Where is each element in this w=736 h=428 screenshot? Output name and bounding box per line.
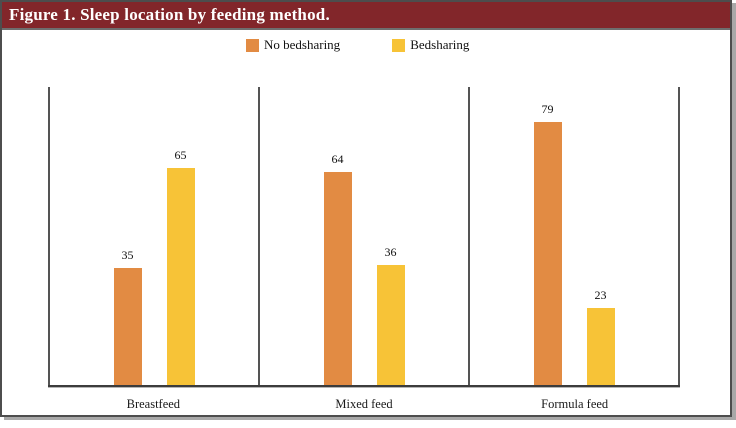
figure-title-bar: Figure 1. Sleep location by feeding meth… [2,2,730,30]
x-axis-label-breastfeed: Breastfeed [126,397,181,411]
bar-group: 23 [586,87,615,385]
bar-bedsharing [586,308,615,385]
bar-value-label: 35 [121,248,134,263]
figure-title: Figure 1. Sleep location by feeding meth… [9,5,330,24]
chart-legend: No bedsharing Bedsharing [246,37,730,53]
figure-container: Figure 1. Sleep location by feeding meth… [0,0,732,417]
legend-label-bedsharing: Bedsharing [410,37,470,52]
bar-value-label: 65 [174,148,187,163]
bar-no-bedsharing [533,121,562,385]
legend-item-bedsharing: Bedsharing [392,37,469,53]
chart-panel-breastfeed: 35 65 [48,87,258,385]
bar-value-label: 23 [594,288,607,303]
bar-bedsharing [166,168,195,385]
chart-plot-area: 35 65 64 36 79 23 [48,87,680,387]
bar-bedsharing [376,265,405,385]
bar-no-bedsharing [323,171,352,385]
bar-group: 36 [376,87,405,385]
legend-swatch-no-bedsharing [246,38,259,52]
bar-no-bedsharing [113,268,142,385]
chart-panel-formula-feed: 79 23 [468,87,680,385]
legend-swatch-bedsharing [392,38,406,52]
x-axis-label-mixed-feed: Mixed feed [335,397,393,411]
bar-value-label: 79 [541,101,554,116]
bar-group: 64 [323,87,352,385]
x-axis-labels: Breastfeed Mixed feed Formula feed [48,397,680,412]
legend-label-no-bedsharing: No bedsharing [264,37,341,52]
x-axis-label-formula-feed: Formula feed [541,397,609,411]
bar-value-label: 64 [331,151,344,166]
bar-group: 35 [113,87,142,385]
bar-group: 79 [533,87,562,385]
legend-item-no-bedsharing: No bedsharing [246,37,340,53]
bar-value-label: 36 [384,245,397,259]
chart-panel-mixed-feed: 64 36 [258,87,468,385]
bar-group: 65 [166,87,195,385]
